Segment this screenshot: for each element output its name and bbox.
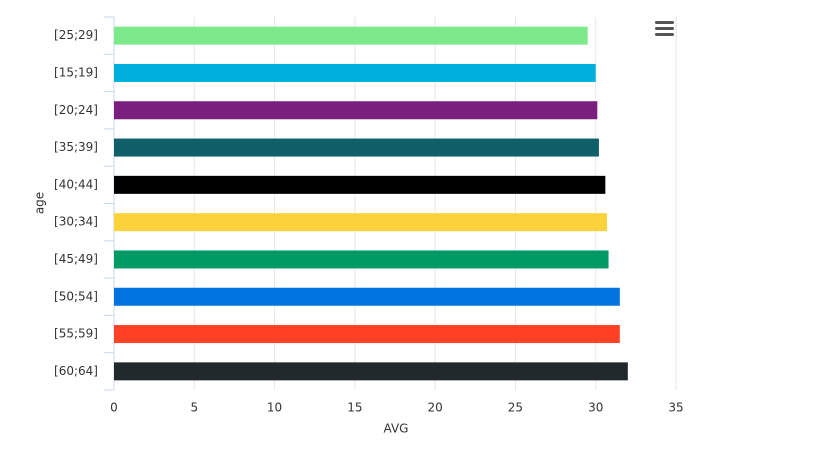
x-tick-label: 10	[267, 401, 282, 415]
bar	[114, 287, 620, 306]
bar	[114, 362, 628, 381]
x-tick-label: 25	[508, 401, 523, 415]
x-tick-label: 15	[347, 401, 362, 415]
x-tick-label: 0	[110, 401, 118, 415]
y-tick-label: [25;29]	[54, 28, 98, 42]
y-tick-label: [15;19]	[54, 65, 98, 79]
y-tick-label: [45;49]	[54, 252, 98, 266]
bar	[114, 325, 620, 344]
y-tick-label: [60;64]	[54, 364, 98, 378]
y-tick-label: [50;54]	[54, 289, 98, 303]
bar	[114, 26, 588, 45]
x-tick-label: 30	[588, 401, 603, 415]
y-tick-label: [20;24]	[54, 103, 98, 117]
bar	[114, 138, 599, 157]
x-tick-label: 35	[668, 401, 683, 415]
bar	[114, 63, 596, 82]
y-tick-label: [35;39]	[54, 140, 98, 154]
bar	[114, 101, 598, 120]
x-axis-title: AVG	[384, 422, 409, 436]
menu-line	[655, 33, 674, 36]
bar	[114, 250, 609, 269]
y-tick-label: [30;34]	[54, 215, 98, 229]
menu-line	[655, 21, 674, 24]
bar	[114, 175, 606, 194]
x-tick-label: 20	[428, 401, 443, 415]
y-tick-label: [40;44]	[54, 177, 98, 191]
y-axis-title: age	[33, 192, 47, 214]
y-tick-label: [55;59]	[54, 327, 98, 341]
x-tick-label: 5	[190, 401, 198, 415]
bar	[114, 213, 607, 232]
menu-line	[655, 27, 674, 30]
menu-button[interactable]	[655, 21, 674, 36]
